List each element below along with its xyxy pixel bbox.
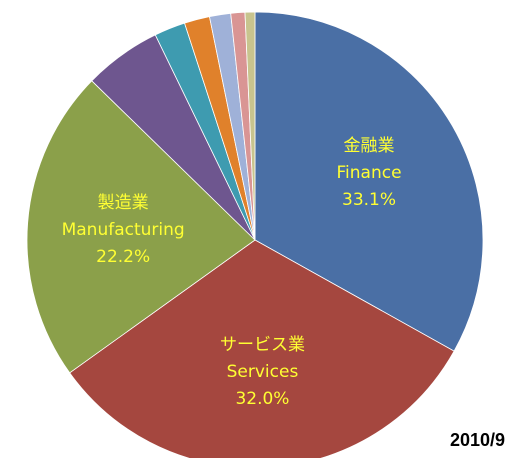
pie-slice (69, 239, 455, 458)
category-label-en: Finance (337, 163, 402, 183)
category-label-en: Services (227, 362, 299, 382)
labels: 金融業 Finance 33.1% サービス業 Services 32.0% 製造業 Manu… (62, 136, 402, 409)
pie-slice (244, 11, 256, 241)
pie-slice (26, 80, 256, 374)
value-label: 32.0% (235, 389, 289, 409)
pie (26, 11, 484, 458)
pie-slice (254, 11, 484, 352)
category-label: サービス業 (220, 335, 305, 355)
value-label: 22.2% (96, 247, 150, 267)
category-label: 製造業 (98, 193, 149, 213)
category-label: 金融業 (344, 136, 395, 156)
date-annotation: 2010/9 (450, 430, 505, 450)
value-label: 33.1% (342, 190, 396, 210)
category-label-en: Manufacturing (62, 220, 185, 240)
